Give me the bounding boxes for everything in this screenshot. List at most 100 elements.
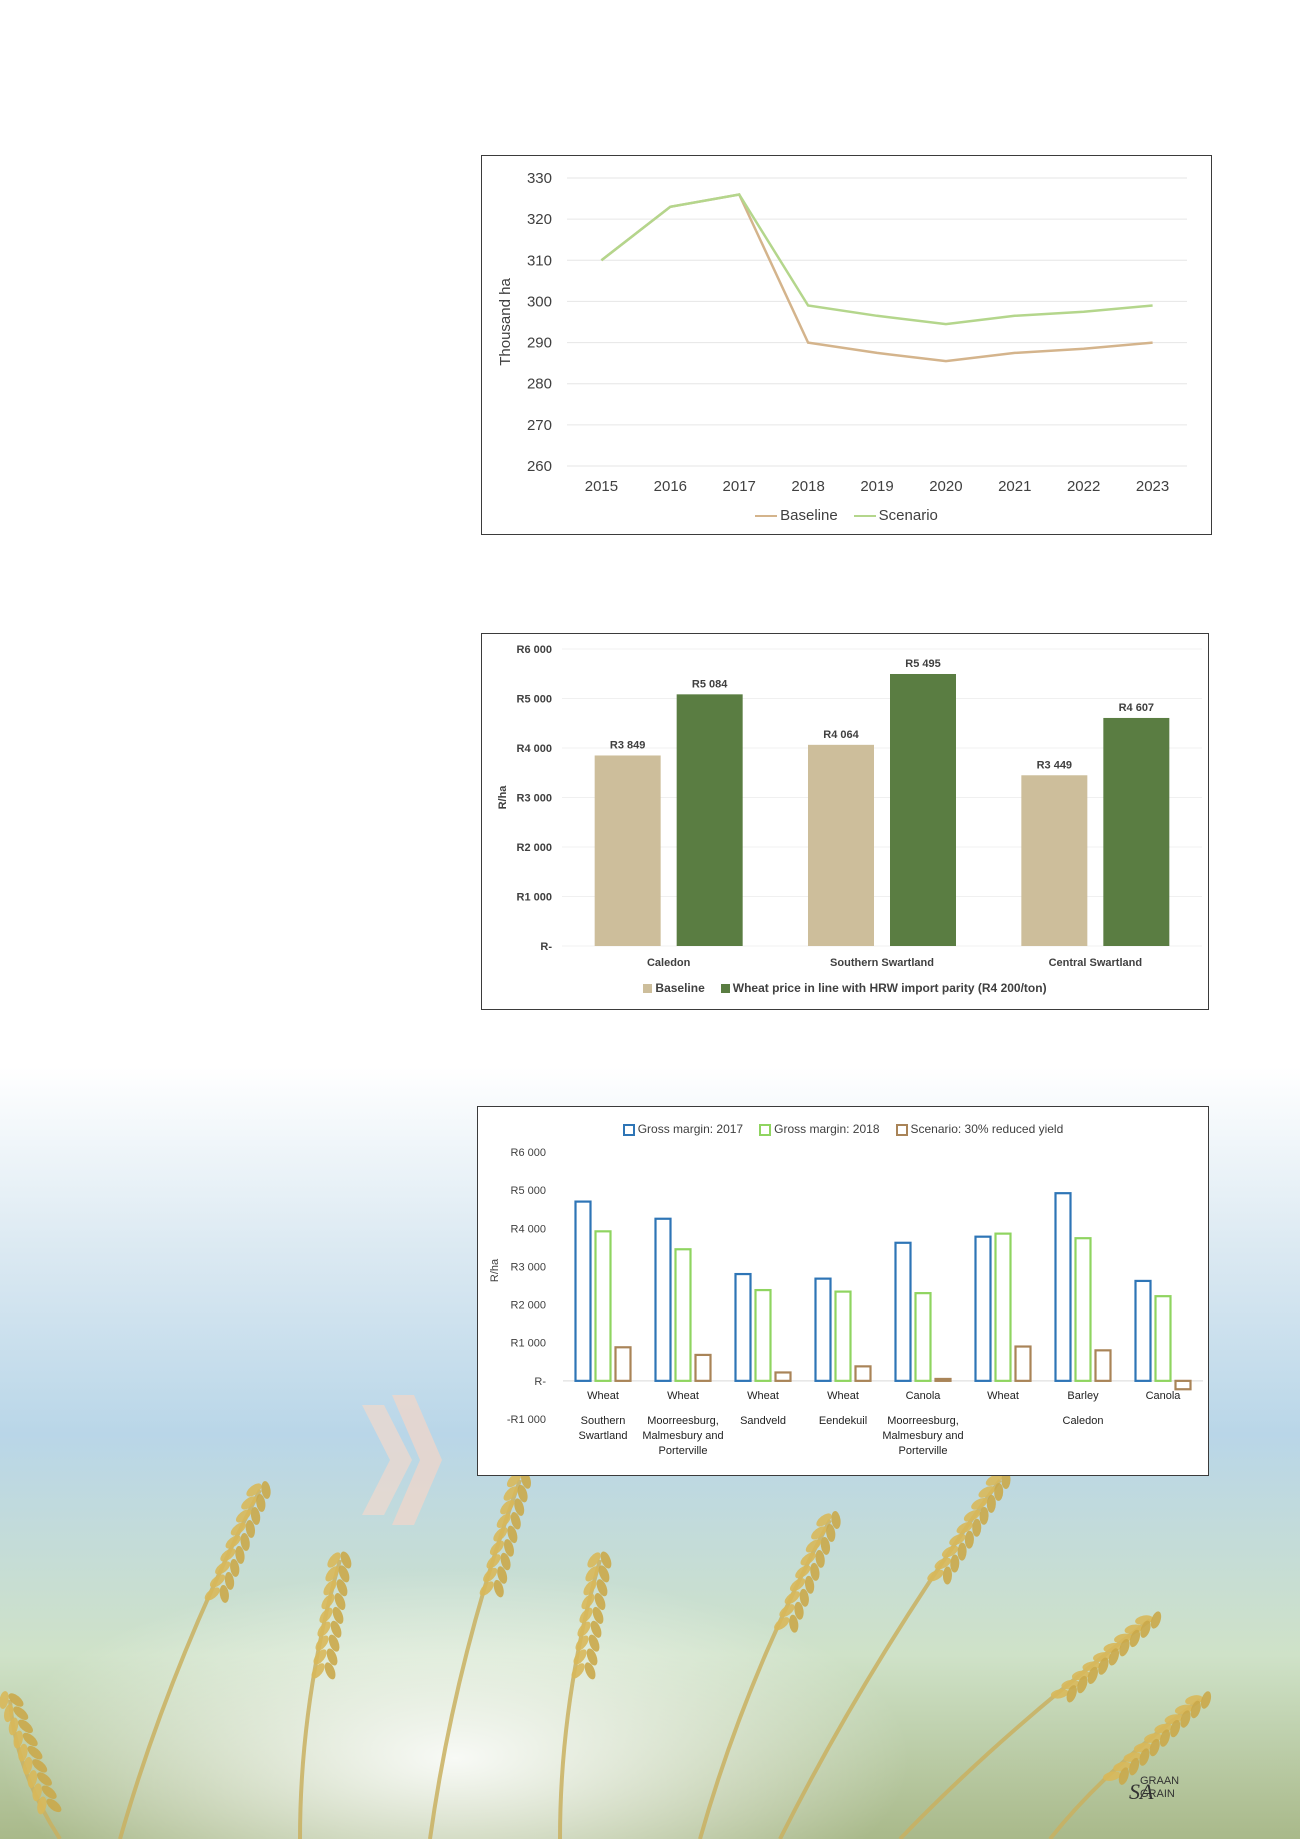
y-tick-label: R3 000 xyxy=(511,1261,546,1273)
bar-gm2017 xyxy=(1134,1279,1152,1382)
legend-item-scenario: Scenario xyxy=(853,506,938,524)
bar-gm2017 xyxy=(1054,1192,1072,1382)
bar-value-label: R5 495 xyxy=(905,658,940,670)
bar-wheat-price xyxy=(676,694,743,946)
y-tick-label: R2 000 xyxy=(511,1300,546,1312)
bar-gm2018 xyxy=(994,1232,1012,1382)
x-crop-label: Canola xyxy=(1146,1390,1182,1402)
bar-reduced-yield xyxy=(774,1371,792,1382)
y-tick-label: R3 000 xyxy=(517,793,552,805)
legend-item-reduced-yield: Scenario: 30% reduced yield xyxy=(895,1121,1064,1136)
margin-bar-chart-plot: R- R1 000 R2 000 R3 000 R4 000 R5 000 R6 000 R/… xyxy=(497,644,1202,969)
bar-baseline xyxy=(808,744,874,946)
legend-label-baseline: Baseline xyxy=(780,506,838,524)
bar-gm2018 xyxy=(754,1288,772,1382)
x-category-label: Southern Swartland xyxy=(830,957,934,969)
bar-reduced-yield xyxy=(1014,1345,1032,1382)
legend-label-baseline: Baseline xyxy=(655,980,705,995)
y-tick-label: 260 xyxy=(527,458,552,475)
x-region-label: Moorreesburg, Malmesbury and Porterville xyxy=(642,1415,723,1457)
bar-reduced-yield xyxy=(934,1377,952,1382)
series-line-scenario xyxy=(600,193,1153,326)
logo-graan: GRAAN xyxy=(1140,1775,1180,1787)
legend-item-gm2017: Gross margin: 2017 xyxy=(622,1122,743,1136)
x-crop-label: Wheat xyxy=(747,1390,779,1402)
legend-swatch-reduced-yield xyxy=(895,1123,908,1136)
x-crop-label: Wheat xyxy=(587,1390,619,1402)
wheat-stalks-decoration xyxy=(0,1471,1212,1839)
y-axis-label: Thousand ha xyxy=(497,278,514,366)
line-chart-legend: Baseline Scenario xyxy=(482,506,1211,524)
bar-gm2018 xyxy=(1074,1237,1092,1382)
margin-bar-chart: R- R1 000 R2 000 R3 000 R4 000 R5 000 R6 000 R/… xyxy=(481,633,1209,1010)
bar-gm2018 xyxy=(674,1248,692,1382)
legend-label-gm2018: Gross margin: 2018 xyxy=(774,1121,880,1136)
legend-swatch-wheat-price xyxy=(720,984,730,994)
x-tick-label: 2022 xyxy=(1067,478,1100,495)
y-tick-label: R2 000 xyxy=(517,842,552,854)
legend-item-wheat-price: Wheat price in line with HRW import pari… xyxy=(720,981,1047,995)
legend-label-scenario: Scenario xyxy=(878,506,938,524)
y-tick-label: R6 000 xyxy=(511,1147,546,1159)
x-tick-label: 2016 xyxy=(654,478,687,495)
bar-gm2017 xyxy=(974,1235,992,1382)
area-line-chart-plot: 260 270 280 290 300 310 320 330 2015 2016 2017 2018… xyxy=(497,170,1187,495)
legend-swatch-gm2017 xyxy=(622,1123,635,1136)
x-crop-label: Wheat xyxy=(827,1390,859,1402)
double-chevron-icon xyxy=(362,1395,442,1525)
bar-reduced-yield xyxy=(694,1353,712,1382)
y-tick-label: 320 xyxy=(527,211,552,228)
x-tick-label: 2017 xyxy=(723,478,756,495)
bar-value-label: R3 849 xyxy=(610,739,645,751)
bar-value-label: R4 607 xyxy=(1119,702,1154,714)
bar-wheat-price xyxy=(890,673,956,946)
y-tick-label: 270 xyxy=(527,417,552,434)
y-tick-label: R- xyxy=(540,941,552,953)
x-category-label: Caledon xyxy=(647,957,691,969)
y-axis-label: R/ha xyxy=(489,1258,501,1282)
y-tick-label: 290 xyxy=(527,335,552,352)
legend-item-baseline: Baseline xyxy=(643,980,705,995)
bar-chart-legend: Baseline Wheat price in line with HRW imp… xyxy=(482,980,1208,995)
legend-swatch-baseline xyxy=(643,984,653,994)
y-tick-label: R- xyxy=(534,1376,546,1388)
gross-margin-bar-chart: -R1 000 R- R1 000 R2 000 R3 000 R4 000 R5 000 R… xyxy=(477,1106,1209,1476)
x-crop-label: Barley xyxy=(1067,1390,1099,1402)
y-tick-label: R5 000 xyxy=(517,694,552,706)
sa-grain-logo: SA GRAAN GRAIN xyxy=(1125,1775,1255,1815)
x-tick-label: 2019 xyxy=(860,478,893,495)
logo-sa: SA xyxy=(1129,1779,1154,1804)
x-crop-label: Wheat xyxy=(987,1390,1019,1402)
x-category-label: Central Swartland xyxy=(1049,957,1143,969)
bar-reduced-yield xyxy=(614,1346,632,1382)
gross-margin-legend: Gross margin: 2017 Gross margin: 2018 Scen… xyxy=(478,1121,1208,1136)
x-tick-label: 2020 xyxy=(929,478,962,495)
x-tick-label: 2023 xyxy=(1136,478,1169,495)
legend-swatch-baseline xyxy=(755,514,778,517)
legend-label-reduced-yield: Scenario: 30% reduced yield xyxy=(910,1121,1064,1136)
logo-grain: GRAIN xyxy=(1140,1788,1175,1800)
x-tick-label: 2015 xyxy=(585,478,618,495)
bar-value-label: R3 449 xyxy=(1037,759,1072,771)
bar-baseline xyxy=(594,755,661,946)
y-tick-label: 300 xyxy=(527,293,552,310)
y-tick-label: R5 000 xyxy=(511,1185,546,1197)
bar-gm2017 xyxy=(574,1200,592,1382)
y-tick-label: R1 000 xyxy=(511,1338,546,1350)
y-tick-label: R1 000 xyxy=(517,892,552,904)
x-tick-label: 2021 xyxy=(998,478,1031,495)
bar-reduced-yield xyxy=(854,1365,872,1382)
bar-reduced-yield xyxy=(1094,1349,1112,1382)
y-tick-label: 310 xyxy=(527,252,552,269)
bar-wheat-price xyxy=(1103,717,1170,946)
legend-swatch-gm2018 xyxy=(759,1123,772,1136)
x-tick-label: 2018 xyxy=(791,478,824,495)
legend-item-gm2018: Gross margin: 2018 xyxy=(759,1121,880,1136)
y-tick-label: R6 000 xyxy=(517,644,552,656)
bar-baseline xyxy=(1021,775,1088,946)
y-tick-label: 330 xyxy=(527,170,552,187)
x-crop-label: Canola xyxy=(906,1390,942,1402)
y-axis-label: R/ha xyxy=(497,785,509,810)
bar-gm2018 xyxy=(1154,1295,1172,1382)
bar-gm2018 xyxy=(594,1230,612,1382)
